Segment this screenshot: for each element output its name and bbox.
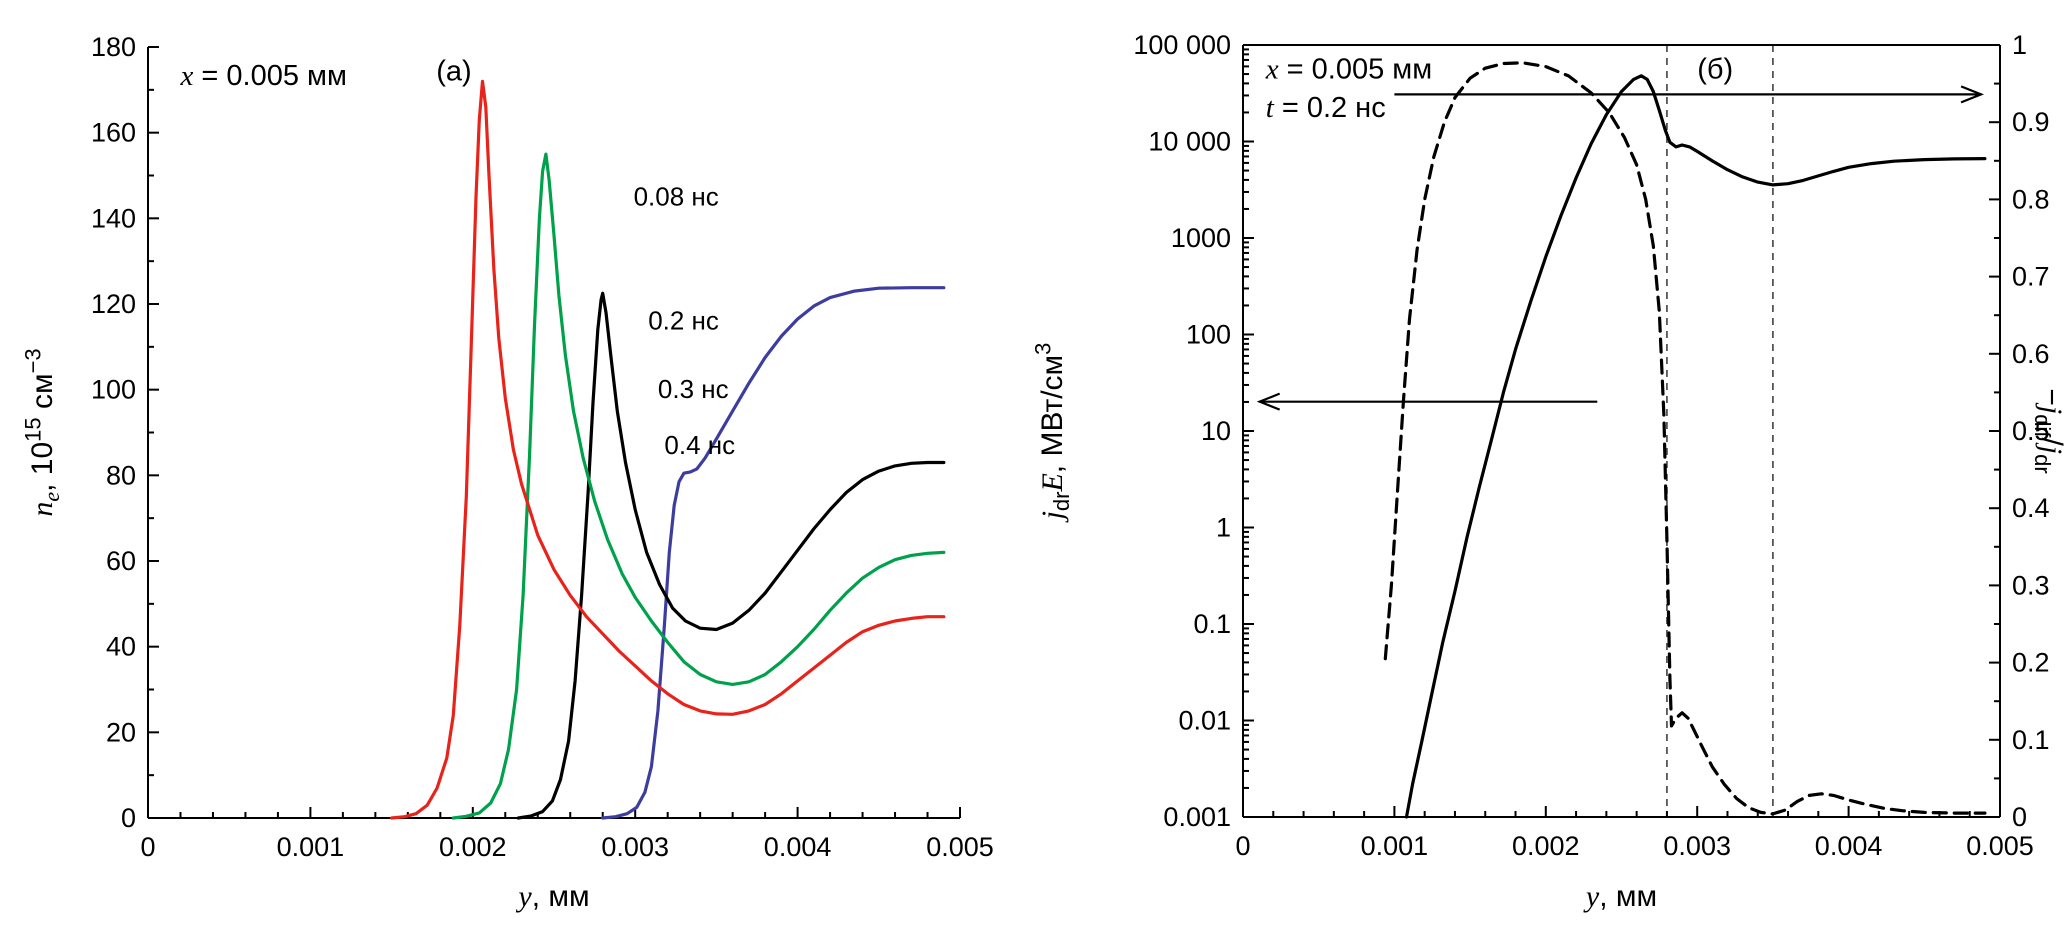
curve-label: 0.08 нс — [634, 181, 719, 211]
annotation: x = 0.005 мм — [179, 60, 346, 92]
y-tick-label-right: 0 — [2012, 802, 2027, 832]
y-tick-label-right: 0.7 — [2012, 262, 2050, 292]
y-tick-label-left: 10 000 — [1148, 127, 1231, 157]
curve-label: 0.3 нс — [658, 374, 729, 404]
curve-label: 0.2 нс — [648, 306, 719, 336]
arrow-head-right — [1960, 85, 1985, 104]
chart-panel-b: 0 0.001 0.002 0.003 0.004 0.005 100 000 10 000 1… — [1000, 0, 2067, 938]
y-tick-label-left: 40 — [106, 632, 136, 662]
annotation: t = 0.2 нс — [1266, 92, 1386, 124]
y-tick-label-left: 0.1 — [1193, 609, 1231, 639]
curve-jdrE — [1404, 74, 1987, 819]
x-tick-label: 0.003 — [601, 832, 669, 862]
x-tick-label: 0.002 — [439, 832, 507, 862]
curve-0.2 нс — [516, 291, 946, 820]
y-tick-label-right: 0.1 — [2012, 725, 2050, 755]
y-axis-right-label: −jdif/jdr — [2030, 388, 2067, 473]
y-tick-label-left: 160 — [91, 118, 136, 148]
x-tick-label: 0.004 — [1815, 831, 1883, 861]
y-tick-label-right: 1 — [2012, 30, 2027, 60]
y-tick-label-left: 0.01 — [1178, 706, 1231, 736]
x-axis-label: y, мм — [1583, 880, 1657, 913]
x-tick-label: 0.005 — [1966, 831, 2034, 861]
y-tick-label-left: 1000 — [1171, 223, 1231, 253]
y-tick-label-left: 0.001 — [1163, 802, 1231, 832]
curve-jdif_over_jdr — [1383, 61, 1987, 816]
y-tick-label-left: 100 000 — [1133, 30, 1231, 60]
y-tick-label-left: 80 — [106, 460, 136, 490]
y-tick-label-right: 0.6 — [2012, 339, 2050, 369]
annotation: (а) — [436, 55, 471, 87]
x-tick-label: 0.002 — [1512, 831, 1580, 861]
annotation: x = 0.005 мм — [1265, 53, 1432, 85]
curve-0.3 нс — [451, 152, 946, 820]
y-tick-label-left: 140 — [91, 203, 136, 233]
y-tick-label-left: 100 — [91, 375, 136, 405]
y-tick-label-left: 100 — [1186, 320, 1231, 350]
y-tick-label-left: 180 — [91, 32, 136, 62]
y-axis-left-label: jdrE, МВт/см3 — [1031, 343, 1075, 524]
x-tick-label: 0.001 — [277, 832, 345, 862]
y-axis-left-label: ne, 1015 см−3 — [21, 348, 65, 516]
arrow-head-left — [1256, 392, 1281, 411]
y-tick-label-left: 1 — [1216, 513, 1231, 543]
curve-0.4 нс — [390, 79, 946, 820]
chart-panel-a: 0 0.001 0.002 0.003 0.004 0.005 0 20 40 60 80 100 12… — [0, 0, 1000, 938]
y-tick-label-left: 10 — [1201, 416, 1231, 446]
y-tick-label-right: 0.9 — [2012, 107, 2050, 137]
x-tick-label: 0.005 — [926, 832, 994, 862]
x-tick-label: 0.003 — [1663, 831, 1731, 861]
y-tick-label-left: 60 — [106, 546, 136, 576]
y-tick-label-right: 0.4 — [2012, 493, 2050, 523]
y-tick-label-left: 20 — [106, 717, 136, 747]
y-tick-label-right: 0.3 — [2012, 570, 2050, 600]
annotation: (б) — [1697, 53, 1733, 85]
curve-0.08 нс — [601, 286, 946, 820]
curve-label: 0.4 нс — [664, 430, 735, 460]
y-tick-label-left: 0 — [121, 803, 136, 833]
y-tick-label-right: 0.8 — [2012, 184, 2050, 214]
x-tick-label: 0.001 — [1361, 831, 1429, 861]
panel_a-svg: 0 0.001 0.002 0.003 0.004 0.005 0 20 40 60 80 100 12… — [21, 32, 994, 913]
y-tick-label-right: 0.2 — [2012, 648, 2050, 678]
x-tick-label: 0.004 — [764, 832, 832, 862]
x-tick-label: 0 — [1235, 831, 1250, 861]
x-axis-label: y, мм — [515, 880, 589, 913]
x-tick-label: 0 — [140, 832, 155, 862]
y-tick-label-left: 120 — [91, 289, 136, 319]
y-tick-label-right: 0.5 — [2012, 416, 2050, 446]
